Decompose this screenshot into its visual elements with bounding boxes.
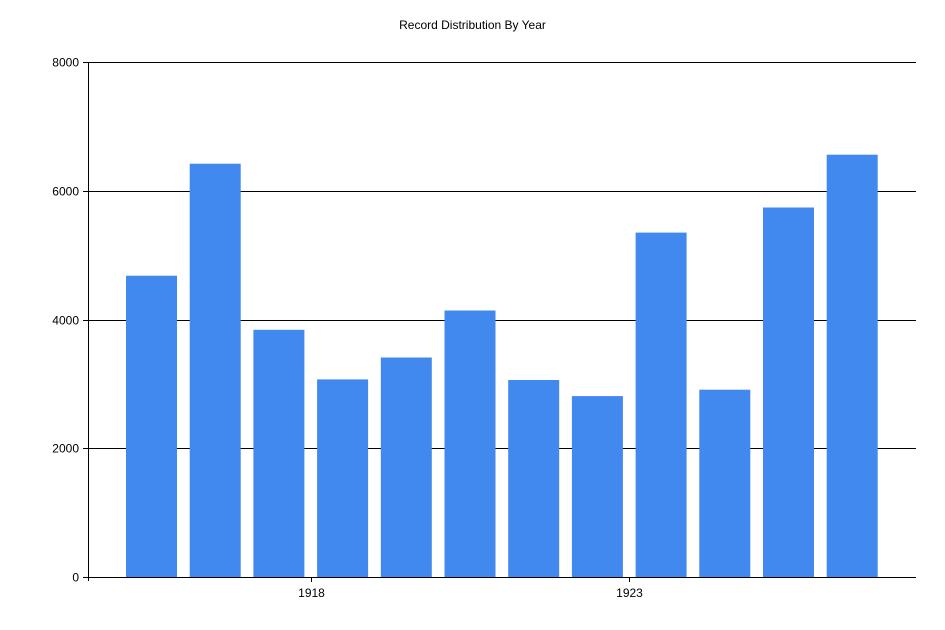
- bar-1921: [508, 380, 560, 577]
- y-tick-label: 6000: [52, 185, 79, 199]
- x-tick-label: 1918: [298, 586, 325, 600]
- bar-1918: [317, 379, 369, 577]
- bars: [126, 154, 878, 577]
- bar-1917: [253, 329, 305, 577]
- bar-1920: [444, 310, 496, 577]
- bar-1924: [699, 389, 751, 577]
- x-tick-label: 1923: [616, 586, 643, 600]
- y-tick-label: 8000: [52, 56, 79, 70]
- bar-1916: [189, 163, 241, 577]
- bar-1919: [380, 357, 432, 577]
- bar-1923: [635, 232, 687, 577]
- y-tick-label: 0: [72, 571, 79, 585]
- y-tick-label: 2000: [52, 442, 79, 456]
- axes: 0 2000 4000 6000 8000 1918 1923: [52, 56, 916, 600]
- bar-1915: [126, 275, 177, 577]
- y-tick-label: 4000: [52, 314, 79, 328]
- bar-1925: [763, 207, 814, 577]
- bar-1926: [826, 154, 878, 577]
- bar-1922: [571, 396, 623, 577]
- chart-title: Record Distribution By Year: [399, 18, 546, 32]
